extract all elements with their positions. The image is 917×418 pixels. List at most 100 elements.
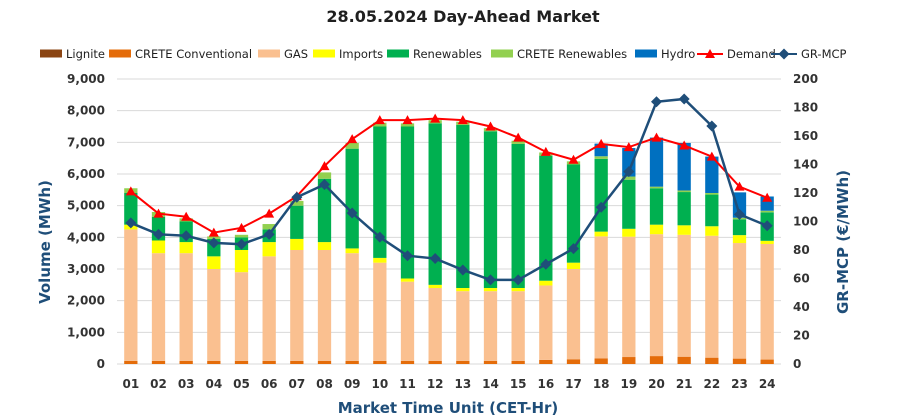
- legend-label-lignite: Lignite: [66, 47, 105, 61]
- point-gr-mcp: [402, 250, 413, 262]
- x-tick-label: 20: [648, 377, 665, 391]
- bar-crete-renewables: [649, 186, 664, 189]
- bar-gas: [373, 262, 387, 361]
- legend-marker-gr-mcp: [778, 48, 790, 60]
- bar-gas: [400, 281, 415, 361]
- point-demand: [374, 115, 385, 125]
- bar-gas: [566, 269, 581, 360]
- legend-label-imports: Imports: [339, 47, 383, 61]
- y-tick-label: 6,000: [67, 167, 105, 181]
- x-tick-label: 18: [593, 377, 610, 391]
- legend-swatch-lignite: [40, 49, 62, 58]
- bar-gas: [677, 234, 691, 357]
- bar-imports: [732, 235, 747, 244]
- point-gr-mcp: [263, 228, 275, 240]
- bar-crete-renewables: [622, 176, 636, 180]
- x-tick-label: 09: [344, 377, 361, 391]
- legend-label-demand: Demand: [727, 47, 776, 61]
- y2-tick-label: 40: [793, 300, 810, 314]
- bar-imports: [428, 284, 442, 288]
- bar-crete-renewables: [400, 123, 415, 127]
- point-gr-mcp: [568, 243, 579, 255]
- y-axis-title: Volume (MWh): [36, 180, 54, 304]
- bar-gas: [594, 236, 608, 359]
- point-gr-mcp: [623, 166, 635, 178]
- bar-crete-renewables: [677, 190, 691, 193]
- point-demand: [679, 140, 690, 150]
- point-gr-mcp: [429, 253, 441, 265]
- bar-renewables: [511, 143, 525, 288]
- x-tick-label: 08: [316, 377, 333, 391]
- legend: Lignite CRETE Conventional GAS Imports Renew…: [40, 47, 847, 61]
- point-demand: [513, 132, 524, 142]
- bar-gas: [760, 243, 774, 360]
- bar-crete-renewables: [511, 140, 525, 144]
- bar-renewables: [705, 194, 719, 227]
- bar-crete-conventional: [566, 359, 581, 364]
- legend-swatch-gas: [258, 49, 280, 58]
- point-demand: [457, 115, 468, 125]
- point-demand: [734, 181, 745, 191]
- bar-crete-renewables: [373, 122, 387, 127]
- bar-renewables: [428, 123, 442, 285]
- bar-crete-conventional: [207, 360, 221, 364]
- legend-label-crete-renewables: CRETE Renewables: [517, 47, 627, 61]
- bar-renewables: [677, 192, 691, 226]
- bar-renewables: [373, 126, 387, 258]
- legend-swatch-renewables: [387, 49, 409, 58]
- y-tick-label: 4,000: [67, 230, 105, 244]
- point-gr-mcp: [346, 207, 358, 219]
- bar-crete-conventional: [151, 360, 166, 364]
- point-gr-mcp: [153, 228, 164, 240]
- x-tick-label: 17: [565, 377, 582, 391]
- point-gr-mcp: [485, 274, 496, 286]
- x-tick-label: 04: [205, 377, 222, 391]
- bar-crete-conventional: [400, 360, 415, 364]
- point-demand: [153, 208, 164, 218]
- point-demand: [264, 208, 275, 218]
- bar-hydro: [677, 142, 691, 191]
- bar-crete-conventional: [262, 360, 276, 364]
- point-gr-mcp: [678, 93, 690, 105]
- bar-renewables: [456, 124, 470, 289]
- bar-imports: [151, 240, 166, 254]
- point-gr-mcp: [208, 237, 220, 249]
- bar-crete-renewables: [760, 210, 774, 213]
- bar-imports: [456, 288, 470, 292]
- legend-swatch-imports: [313, 49, 335, 58]
- y2-tick-label: 200: [793, 72, 818, 86]
- bar-renewables: [594, 158, 608, 232]
- legend-swatch-hydro: [635, 49, 657, 58]
- bar-crete-conventional: [234, 360, 249, 364]
- bar-imports: [234, 250, 249, 273]
- y2-tick-label: 20: [793, 329, 810, 343]
- bar-gas: [428, 288, 442, 361]
- bar-gas: [732, 243, 747, 359]
- y2-tick-label: 120: [793, 186, 818, 200]
- x-tick-label: 14: [482, 377, 499, 391]
- bar-gas: [262, 256, 276, 361]
- bar-crete-conventional: [649, 356, 664, 364]
- bar-imports: [290, 238, 304, 250]
- point-gr-mcp: [651, 96, 662, 108]
- bar-imports: [179, 242, 193, 254]
- bar-imports: [373, 257, 387, 263]
- bar-imports: [511, 288, 525, 292]
- bar-renewables: [345, 148, 359, 249]
- bar-crete-conventional: [483, 360, 498, 364]
- bar-crete-renewables: [705, 193, 719, 195]
- legend-label-crete-conventional: CRETE Conventional: [135, 47, 252, 61]
- bar-imports: [760, 240, 774, 244]
- y-tick-label: 2,000: [67, 294, 105, 308]
- bar-crete-conventional: [290, 360, 304, 364]
- x-tick-label: 13: [454, 377, 471, 391]
- point-gr-mcp: [236, 238, 247, 250]
- point-demand: [181, 211, 192, 221]
- bar-crete-renewables: [594, 156, 608, 159]
- bar-renewables: [622, 179, 636, 229]
- bar-imports: [622, 228, 636, 237]
- bar-hydro: [622, 148, 636, 177]
- bar-crete-conventional: [594, 358, 608, 364]
- bar-crete-conventional: [456, 360, 470, 364]
